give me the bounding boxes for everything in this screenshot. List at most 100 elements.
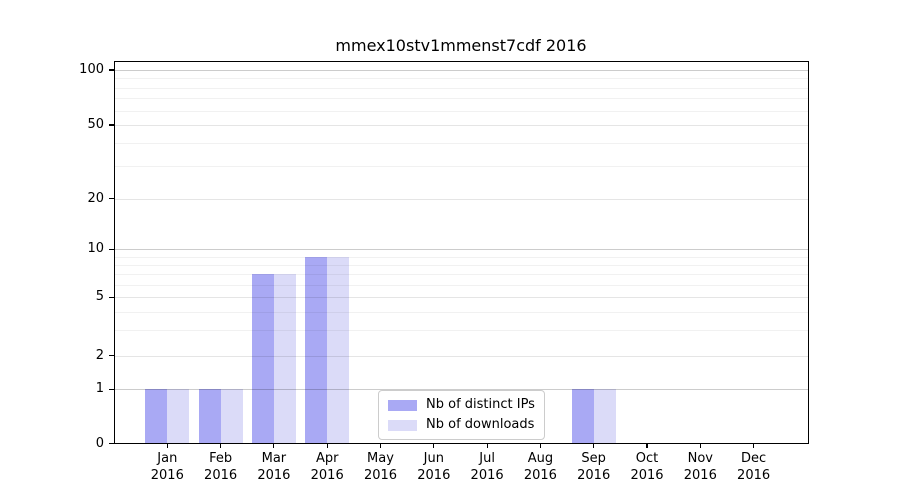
x-tick-month: Nov: [687, 451, 713, 466]
y-tick-mark: [109, 296, 114, 298]
x-tick-month: Feb: [209, 451, 233, 466]
gridline-30: [113, 166, 809, 168]
legend-item-distinct-ips: Nb of distinct IPs: [388, 397, 535, 413]
y-tick-label-20: 20: [87, 190, 104, 206]
gridline-60: [113, 110, 809, 112]
x-tick-year: 2016: [577, 468, 611, 483]
legend: Nb of distinct IPs Nb of downloads: [378, 390, 545, 440]
gridline-9: [113, 256, 809, 258]
bar-downloads-feb: [220, 389, 243, 444]
gridline-7: [113, 273, 809, 275]
x-tick-label-feb: Feb 2016: [204, 450, 237, 484]
y-tick-mark: [109, 248, 114, 250]
plot-area: [113, 61, 809, 444]
x-tick-label-nov: Nov 2016: [684, 450, 717, 484]
x-tick-month: Oct: [635, 451, 659, 466]
gridline-80: [113, 87, 809, 89]
x-tick-year: 2016: [417, 468, 451, 483]
x-tick-month: May: [367, 451, 394, 466]
x-tick-label-mar: Mar 2016: [257, 450, 290, 484]
legend-label-distinct-ips: Nb of distinct IPs: [426, 397, 535, 412]
x-tick-year: 2016: [630, 468, 664, 483]
bar-distinct-ips-jan: [145, 389, 168, 444]
legend-item-downloads: Nb of downloads: [388, 417, 535, 433]
x-tick-year: 2016: [470, 468, 504, 483]
gridline-50: [113, 125, 809, 126]
x-tick-month: Jun: [423, 451, 444, 466]
bar-distinct-ips-apr: [305, 256, 328, 444]
gridline-20: [113, 198, 809, 200]
x-tick-year: 2016: [257, 468, 291, 483]
x-tick-mark: [486, 443, 488, 448]
y-tick-label-5: 5: [95, 289, 104, 305]
bar-downloads-sep: [593, 389, 616, 444]
gridline-4: [113, 311, 809, 313]
x-tick-year: 2016: [523, 468, 557, 483]
x-tick-year: 2016: [737, 468, 771, 483]
x-tick-month: Sep: [581, 451, 606, 466]
gridline-6: [113, 284, 809, 286]
bar-distinct-ips-feb: [198, 389, 221, 444]
x-tick-label-may: May 2016: [364, 450, 397, 484]
gridline-3: [113, 329, 809, 331]
x-tick-mark: [326, 443, 328, 448]
x-tick-mark: [220, 443, 222, 448]
y-tick-mark: [109, 69, 114, 71]
x-tick-year: 2016: [204, 468, 238, 483]
x-tick-label-apr: Apr 2016: [311, 450, 344, 484]
x-tick-month: Mar: [261, 451, 287, 466]
gridline-10: [113, 249, 809, 251]
bar-distinct-ips-mar: [251, 274, 274, 444]
legend-swatch-distinct-ips: [388, 399, 417, 411]
y-tick-mark: [109, 355, 114, 357]
x-tick-year: 2016: [310, 468, 344, 483]
y-tick-mark: [109, 388, 114, 390]
legend-swatch-downloads: [388, 419, 417, 431]
x-tick-month: Aug: [527, 451, 554, 466]
bar-distinct-ips-sep: [571, 389, 594, 444]
x-tick-month: Apr: [315, 451, 339, 466]
x-tick-mark: [166, 443, 168, 448]
y-tick-label-100: 100: [79, 62, 104, 77]
x-tick-mark: [753, 443, 755, 448]
x-tick-month: Jul: [479, 451, 495, 466]
x-tick-mark: [433, 443, 435, 448]
x-tick-mark: [273, 443, 275, 448]
x-tick-label-sep: Sep 2016: [577, 450, 610, 484]
legend-label-downloads: Nb of downloads: [426, 417, 535, 432]
x-tick-label-jan: Jan 2016: [151, 450, 184, 484]
gridline-5: [113, 297, 809, 299]
y-tick-label-0: 0: [95, 435, 104, 451]
x-tick-mark: [379, 443, 382, 448]
x-tick-year: 2016: [150, 468, 184, 483]
x-tick-mark: [699, 443, 701, 448]
x-tick-month: Jan: [157, 451, 178, 466]
y-tick-mark: [109, 442, 114, 445]
y-tick-label-10: 10: [87, 241, 104, 257]
y-tick-mark: [109, 124, 114, 126]
gridline-70: [113, 98, 809, 100]
gridline-8: [113, 264, 809, 266]
x-tick-mark: [646, 443, 648, 448]
x-tick-mark: [539, 443, 541, 448]
x-tick-month: Dec: [741, 451, 767, 466]
x-tick-label-jun: Jun 2016: [417, 450, 450, 484]
x-tick-label-oct: Oct 2016: [630, 450, 663, 484]
y-tick-label-50: 50: [87, 117, 104, 132]
gridline-1: [113, 389, 809, 391]
gridline-2: [113, 355, 809, 357]
gridline-100: [113, 70, 809, 71]
x-tick-label-dec: Dec 2016: [737, 450, 770, 484]
x-tick-mark: [593, 443, 595, 448]
gridline-40: [113, 142, 809, 144]
bar-downloads-jan: [167, 389, 190, 444]
x-tick-label-jul: Jul 2016: [471, 450, 504, 484]
bar-downloads-apr: [327, 256, 350, 444]
bar-downloads-mar: [273, 274, 296, 444]
y-tick-label-1: 1: [95, 381, 104, 397]
x-tick-year: 2016: [363, 468, 398, 483]
gridline-90: [113, 78, 809, 80]
x-tick-label-aug: Aug 2016: [524, 450, 557, 484]
x-tick-year: 2016: [683, 468, 717, 483]
